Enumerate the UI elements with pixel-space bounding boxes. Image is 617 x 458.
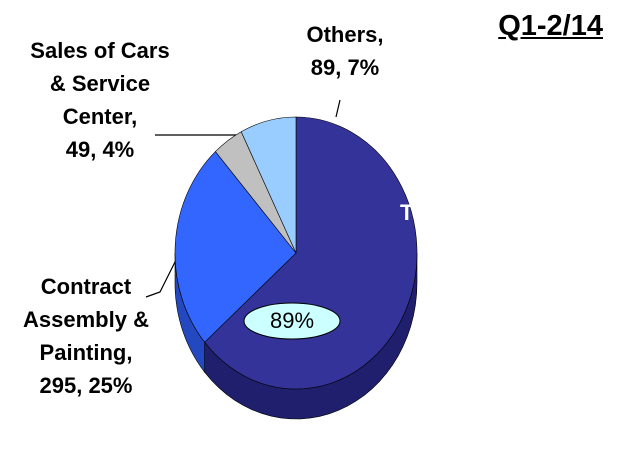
category-label: Sales of Cars & Service Center,	[30, 38, 170, 129]
leader-line	[335, 99, 341, 118]
category-label: Others,	[306, 22, 384, 47]
value-label: 757, 64%	[431, 266, 525, 291]
slice-label: Others, 89, 7%	[270, 18, 420, 84]
slice-label: Contract Assembly & Painting, 295, 25%	[6, 270, 166, 402]
value-label: 49, 4%	[65, 137, 135, 162]
annotation: 89%	[270, 308, 314, 333]
annotation-bubble	[243, 302, 341, 340]
slice-label: Tooling & OEM Parts, 757, 64%	[400, 196, 556, 295]
leader-line	[145, 251, 181, 298]
slice-label: Sales of Cars & Service Center, 49, 4%	[20, 34, 180, 166]
chart-title: Q1-2/14	[498, 10, 603, 42]
value-label: 89, 7%	[310, 55, 380, 80]
slice	[174, 151, 297, 343]
category-label: Tooling & OEM Parts,	[400, 200, 557, 258]
category-label: Contract Assembly & Painting,	[23, 274, 149, 365]
value-label: 295, 25%	[39, 373, 133, 398]
slice	[240, 116, 297, 254]
